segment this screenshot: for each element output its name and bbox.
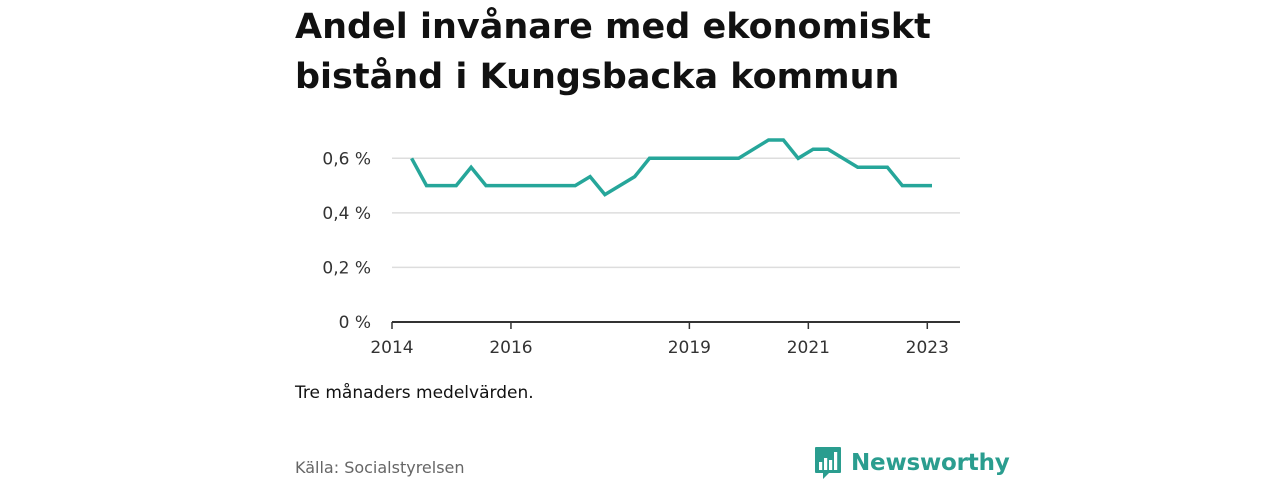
y-tick-label: 0 % [339,313,371,333]
x-tick-label: 2014 [370,338,413,358]
y-axis-tick-labels: 0 % 0,2 % 0,4 % 0,6 % [322,149,371,333]
y-tick-label: 0,4 % [322,204,371,224]
x-axis-ticks: 2014 2016 2019 2021 2023 [370,322,949,358]
chart-title: Andel invånare med ekonomiskt bistånd i … [295,7,931,97]
x-tick-label: 2019 [668,338,711,358]
source-text: Källa: Socialstyrelsen [295,458,465,477]
brand-name: Newsworthy [851,450,1010,476]
series-line [410,138,932,197]
chart-note: Tre månaders medelvärden. [295,383,534,403]
brand-logo: Newsworthy [814,446,1010,480]
y-tick-label: 0,2 % [322,258,371,278]
x-tick-label: 2016 [489,338,532,358]
x-tick-label: 2023 [906,338,949,358]
bar-chart-speech-bubble-icon [815,447,841,479]
series-layer [410,138,932,197]
y-tick-label: 0,6 % [322,149,371,169]
x-tick-label: 2021 [787,338,830,358]
